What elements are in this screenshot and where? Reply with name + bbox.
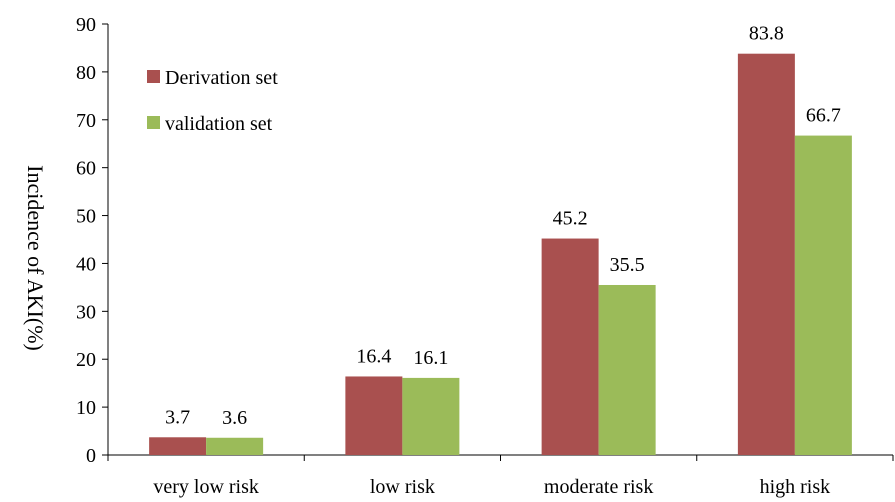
legend-label-validation: validation set — [165, 113, 273, 135]
legend-label-derivation: Derivation set — [165, 67, 278, 89]
category-labels-group: very low risk low risk moderate risk high r… — [153, 476, 830, 498]
y-tick-label: 60 — [76, 158, 96, 180]
bar-derivation — [541, 238, 599, 455]
data-labels-group: 3.7 3.6 16.4 16.1 45.2 35.5 83.8 66.7 — [165, 23, 841, 429]
data-label: 16.4 — [356, 345, 391, 367]
bars-group — [149, 53, 852, 456]
y-axis-ticks: 0 10 20 30 40 50 60 70 80 90 — [76, 14, 108, 467]
data-label: 3.7 — [165, 406, 190, 428]
bar-validation — [402, 377, 460, 455]
y-tick-label: 90 — [76, 14, 96, 36]
bar-derivation — [149, 437, 207, 455]
y-axis-title: Incidence of AKI(%) — [23, 165, 48, 351]
y-tick-label: 40 — [76, 253, 96, 275]
y-tick-label: 10 — [76, 397, 96, 419]
y-tick-label: 0 — [86, 445, 96, 467]
y-tick-label: 20 — [76, 349, 96, 371]
y-tick-label: 80 — [76, 62, 96, 84]
bar-derivation — [345, 376, 403, 455]
y-tick-label: 30 — [76, 301, 96, 323]
category-label: moderate risk — [544, 476, 653, 498]
data-label: 66.7 — [806, 105, 841, 127]
data-label: 35.5 — [610, 254, 645, 276]
legend-swatch-derivation — [147, 70, 160, 83]
y-tick-label: 70 — [76, 110, 96, 132]
bar-derivation — [737, 53, 795, 456]
category-label: low risk — [370, 476, 435, 498]
bar-validation — [206, 437, 264, 455]
x-axis-ticks — [107, 455, 894, 461]
y-tick-label: 50 — [76, 206, 96, 228]
data-label: 3.6 — [222, 407, 247, 429]
legend-swatch-validation — [147, 116, 160, 129]
data-label: 83.8 — [749, 23, 784, 45]
data-label: 45.2 — [553, 208, 588, 230]
category-label: very low risk — [153, 476, 259, 498]
data-label: 16.1 — [413, 347, 448, 369]
legend: Derivation set validation set — [147, 67, 278, 135]
category-label: high risk — [760, 476, 831, 498]
bar-validation — [598, 284, 656, 455]
bar-validation — [794, 135, 852, 455]
